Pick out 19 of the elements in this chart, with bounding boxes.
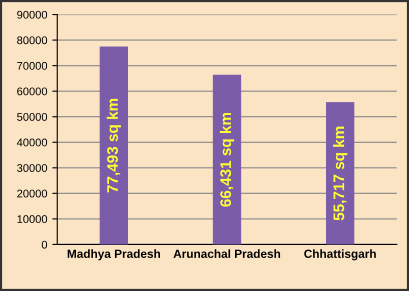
y-tick-label: 20000: [17, 190, 48, 198]
y-tick-label: 90000: [17, 10, 48, 19]
x-tick-label: Madhya Pradesh: [68, 249, 160, 260]
y-tick-label: 50000: [17, 112, 48, 121]
x-tick-label: Chhattisgarh: [304, 249, 376, 260]
x-tick-label: Arunachal Pradesh: [173, 249, 280, 258]
y-tick-label: 0: [42, 240, 48, 249]
y-tick-label: 80000: [17, 36, 48, 44]
bar: [212, 74, 242, 244]
y-tick-label: 40000: [16, 138, 48, 146]
y-tick-label: 10000: [17, 215, 48, 224]
y-tick-label: 30000: [17, 164, 48, 172]
bar: [326, 102, 354, 244]
data-label: 77,493 sq km: [106, 98, 121, 192]
bar: [100, 46, 128, 244]
y-tick-label: 70000: [17, 62, 48, 70]
data-label: 55,717 sq km: [333, 126, 348, 220]
data-label: 66,431 sq km: [220, 112, 234, 207]
y-tick-label: 60000: [17, 87, 48, 96]
